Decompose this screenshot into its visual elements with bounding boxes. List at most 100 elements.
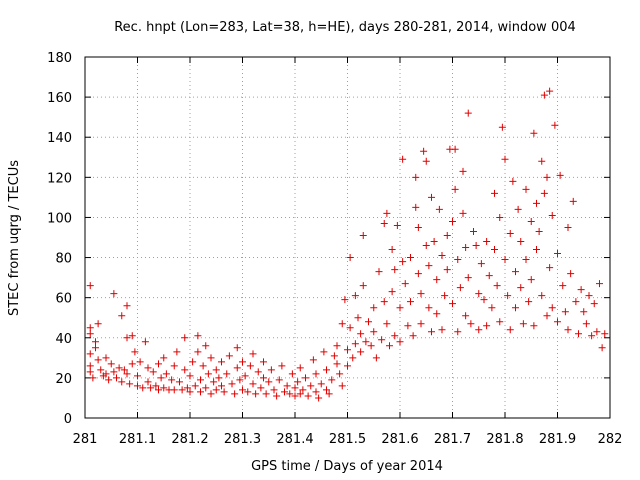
- data-point: [438, 252, 446, 260]
- data-point: [223, 370, 231, 378]
- data-point: [396, 304, 404, 312]
- data-point: [291, 392, 299, 400]
- data-point: [504, 292, 512, 300]
- data-point: [351, 292, 359, 300]
- data-point: [428, 328, 435, 336]
- data-point: [155, 360, 162, 368]
- data-point: [462, 244, 470, 252]
- data-point: [407, 298, 414, 306]
- data-point: [210, 378, 218, 386]
- data-point: [291, 384, 299, 392]
- data-point: [480, 296, 488, 304]
- grid: [85, 57, 610, 418]
- data-point: [422, 157, 430, 165]
- data-point: [178, 386, 186, 394]
- data-point: [249, 350, 257, 358]
- data-point: [317, 380, 325, 388]
- data-point: [546, 87, 554, 95]
- data-point: [412, 173, 420, 181]
- data-point: [207, 354, 215, 362]
- data-point: [323, 386, 330, 394]
- data-point: [186, 372, 194, 380]
- data-point: [197, 388, 204, 396]
- data-point: [506, 326, 514, 334]
- data-point: [144, 364, 152, 372]
- data-point: [451, 185, 459, 193]
- data-point: [414, 223, 422, 231]
- data-point: [202, 384, 210, 392]
- data-point: [204, 370, 212, 378]
- data-point: [359, 282, 367, 290]
- data-point: [149, 368, 157, 376]
- data-point: [575, 330, 582, 338]
- data-point: [391, 266, 399, 274]
- y-tick-label: 60: [55, 292, 72, 307]
- data-point: [86, 330, 94, 338]
- data-point: [92, 338, 99, 346]
- data-point: [162, 370, 170, 378]
- data-point: [236, 376, 244, 384]
- y-axis-title: STEC from uqrg / TECUs: [7, 160, 22, 316]
- data-point: [212, 386, 220, 394]
- data-point: [126, 380, 134, 388]
- y-tick-label: 0: [64, 412, 72, 427]
- data-point: [498, 123, 506, 131]
- data-point: [538, 292, 546, 300]
- x-tick-label: 281.7: [434, 432, 471, 447]
- data-point: [548, 211, 556, 219]
- data-point: [94, 320, 102, 328]
- data-point: [491, 189, 498, 197]
- data-point: [412, 203, 420, 211]
- data-point: [336, 370, 344, 378]
- data-point: [118, 312, 126, 320]
- data-point: [312, 388, 320, 396]
- data-point: [344, 346, 351, 354]
- data-point: [459, 209, 467, 217]
- data-point: [383, 320, 391, 328]
- data-point: [533, 199, 540, 207]
- data-point: [134, 372, 141, 380]
- data-point: [107, 360, 115, 368]
- data-point: [110, 290, 118, 298]
- data-point: [370, 304, 378, 312]
- data-point: [296, 364, 304, 372]
- data-point: [441, 292, 449, 300]
- data-point: [365, 318, 372, 326]
- data-point: [443, 231, 451, 239]
- data-point: [131, 348, 139, 356]
- data-point: [89, 374, 97, 382]
- data-point: [346, 324, 354, 332]
- data-point: [483, 238, 491, 246]
- data-point: [496, 213, 504, 221]
- data-point: [414, 270, 422, 278]
- data-point: [294, 378, 302, 386]
- x-tick-label: 281.9: [539, 432, 576, 447]
- data-point: [102, 354, 110, 362]
- data-point: [422, 242, 430, 250]
- data-point: [577, 286, 585, 294]
- data-point: [459, 167, 467, 175]
- data-point: [430, 238, 438, 246]
- data-point: [438, 326, 446, 334]
- data-point: [527, 276, 535, 284]
- data-point: [160, 384, 168, 392]
- data-point: [491, 246, 498, 254]
- data-point: [97, 366, 105, 374]
- data-point: [462, 312, 470, 320]
- data-point: [543, 312, 551, 320]
- data-point: [128, 332, 136, 340]
- data-point: [590, 300, 598, 308]
- data-point: [501, 256, 509, 264]
- x-tick-label: 281.8: [486, 432, 523, 447]
- data-point: [351, 340, 359, 348]
- x-tick-label: 281.4: [276, 432, 313, 447]
- data-point: [123, 302, 131, 310]
- data-point: [485, 272, 493, 280]
- data-point: [120, 366, 128, 374]
- data-point: [110, 368, 118, 376]
- data-point: [325, 390, 333, 398]
- data-point: [134, 382, 141, 390]
- y-tick-label: 80: [55, 252, 72, 267]
- data-point: [514, 205, 522, 213]
- data-point: [548, 304, 556, 312]
